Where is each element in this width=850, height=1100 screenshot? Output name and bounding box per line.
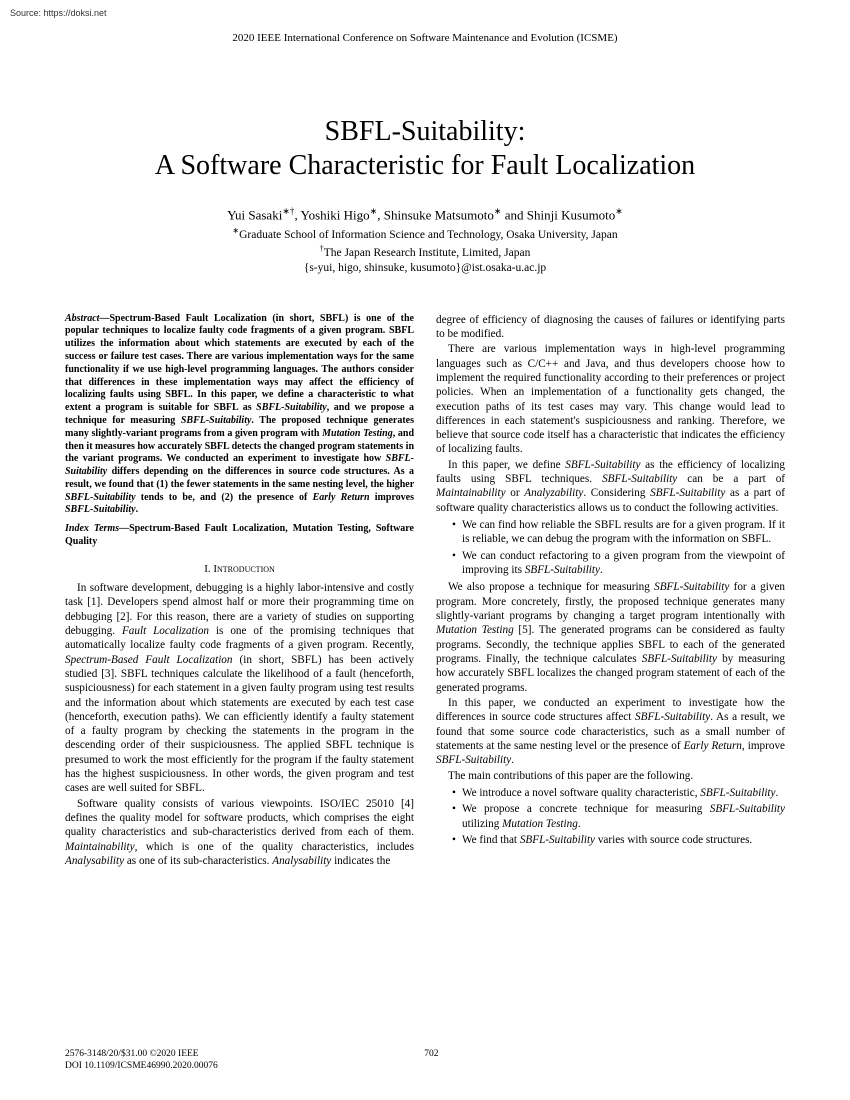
right-para2: There are various implementation ways in… xyxy=(436,342,785,457)
page-footer: 2576-3148/20/$31.00 ©2020 IEEE DOI 10.11… xyxy=(65,1049,785,1072)
footer-left: 2576-3148/20/$31.00 ©2020 IEEE DOI 10.11… xyxy=(65,1049,218,1072)
abstract: Abstract—Spectrum-Based Fault Localizati… xyxy=(65,313,414,518)
list-item: We can find how reliable the SBFL result… xyxy=(452,518,785,547)
contributions-list: We introduce a novel software quality ch… xyxy=(436,786,785,847)
title-block: SBFL-Suitability: A Software Characteris… xyxy=(0,116,850,182)
right-para3: In this paper, we define SBFL-Suitabilit… xyxy=(436,458,785,515)
left-column: Abstract—Spectrum-Based Fault Localizati… xyxy=(65,313,414,870)
affiliation2: †The Japan Research Institute, Limited, … xyxy=(0,244,850,261)
right-para1: degree of efficiency of diagnosing the c… xyxy=(436,313,785,342)
title-line1: SBFL-Suitability: xyxy=(80,116,770,148)
intro-para1: In software development, debugging is a … xyxy=(65,581,414,796)
affiliation1: ∗Graduate School of Information Science … xyxy=(0,226,850,243)
source-label: Source: https://doksi.net xyxy=(10,8,107,18)
intro-para2: Software quality consists of various vie… xyxy=(65,797,414,869)
right-column: degree of efficiency of diagnosing the c… xyxy=(436,313,785,870)
list-item: We can conduct refactoring to a given pr… xyxy=(452,549,785,578)
emails: {s-yui, higo, shinsuke, kusumoto}@ist.os… xyxy=(0,261,850,277)
two-column-body: Abstract—Spectrum-Based Fault Localizati… xyxy=(0,313,850,870)
index-terms: Index Terms—Spectrum-Based Fault Localiz… xyxy=(65,523,414,549)
conference-header: 2020 IEEE International Conference on So… xyxy=(0,0,850,44)
title-line2: A Software Characteristic for Fault Loca… xyxy=(80,150,770,182)
footer-isbn: 2576-3148/20/$31.00 ©2020 IEEE xyxy=(65,1049,218,1060)
list-item: We introduce a novel software quality ch… xyxy=(452,786,785,800)
activity-list: We can find how reliable the SBFL result… xyxy=(436,518,785,577)
right-para6: The main contributions of this paper are… xyxy=(436,769,785,783)
list-item: We find that SBFL-Suitability varies wit… xyxy=(452,833,785,847)
affiliations: ∗Graduate School of Information Science … xyxy=(0,226,850,276)
right-para4: We also propose a technique for measurin… xyxy=(436,580,785,695)
footer-doi: DOI 10.1109/ICSME46990.2020.00076 xyxy=(65,1061,218,1072)
authors: Yui Sasaki∗†, Yoshiki Higo∗, Shinsuke Ma… xyxy=(0,206,850,223)
right-para5: In this paper, we conducted an experimen… xyxy=(436,696,785,768)
footer-page: 702 xyxy=(424,1049,438,1072)
list-item: We propose a concrete technique for meas… xyxy=(452,802,785,831)
section-heading-intro: I. Introduction xyxy=(65,563,414,575)
